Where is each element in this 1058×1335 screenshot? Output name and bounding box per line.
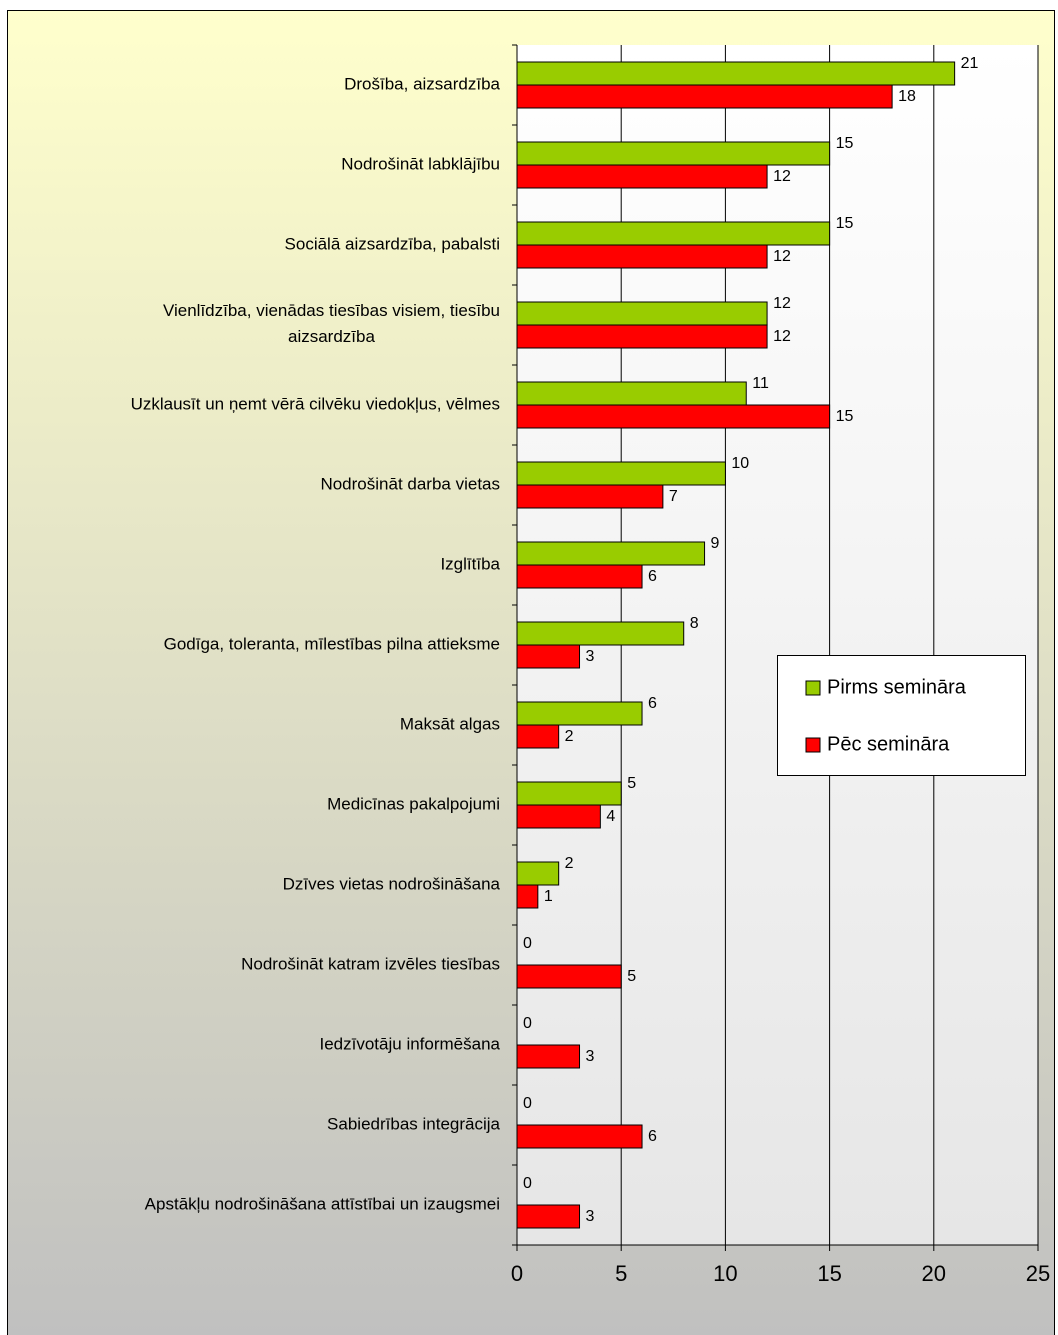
value-label: 3 <box>586 648 595 665</box>
category-label: Vienlīdzība, vienādas tiesības visiem, t… <box>163 301 500 346</box>
value-label: 4 <box>606 808 615 825</box>
legend-box <box>777 655 1026 776</box>
bar <box>516 541 706 566</box>
value-label: 0 <box>523 1015 532 1032</box>
value-label: 15 <box>836 135 854 152</box>
bar <box>516 301 768 326</box>
category-label: Medicīnas pakalpojumi <box>327 794 500 813</box>
bar <box>516 244 768 269</box>
bar <box>516 1204 581 1229</box>
bar <box>516 484 664 509</box>
value-label: 0 <box>523 1175 532 1192</box>
bar <box>516 964 622 989</box>
bar <box>516 804 601 829</box>
bar <box>516 324 768 349</box>
value-label: 6 <box>648 568 657 585</box>
bar <box>516 61 956 86</box>
bar <box>516 141 831 166</box>
value-label: 3 <box>586 1208 595 1225</box>
legend-swatch <box>805 737 821 753</box>
category-label: Maksāt algas <box>400 714 500 733</box>
value-label: 8 <box>690 615 699 632</box>
value-label: 1 <box>544 888 553 905</box>
value-label: 5 <box>627 775 636 792</box>
bar <box>516 461 726 486</box>
legend-label: Pirms semināra <box>827 676 967 698</box>
category-label: Sociālā aizsardzība, pabalsti <box>285 234 500 253</box>
category-label: Apstākļu nodrošināšana attīstībai un iza… <box>145 1194 500 1213</box>
value-label: 12 <box>773 328 791 345</box>
bar <box>516 1124 643 1149</box>
value-label: 2 <box>565 855 574 872</box>
category-label: Dzīves vietas nodrošināšana <box>283 874 501 893</box>
bar <box>516 724 560 749</box>
category-label: Izglītība <box>440 554 500 573</box>
bar <box>516 781 622 806</box>
legend-label: Pēc semināra <box>827 733 950 755</box>
value-label: 15 <box>836 408 854 425</box>
category-label: Drošība, aizsardzība <box>344 74 500 93</box>
value-label: 0 <box>523 935 532 952</box>
x-tick-label: 15 <box>817 1261 841 1286</box>
category-label: Nodrošināt darba vietas <box>320 474 500 493</box>
value-label: 11 <box>752 375 769 392</box>
value-label: 9 <box>711 535 720 552</box>
category-label: Sabiedrības integrācija <box>327 1114 500 1133</box>
category-label: Nodrošināt labklājību <box>341 154 500 173</box>
x-tick-label: 25 <box>1026 1261 1050 1286</box>
bar <box>516 701 643 726</box>
x-tick-label: 5 <box>615 1261 627 1286</box>
bar <box>516 381 747 406</box>
bar <box>516 84 893 109</box>
value-label: 21 <box>961 55 979 72</box>
value-label: 6 <box>648 695 657 712</box>
x-tick-label: 20 <box>922 1261 946 1286</box>
bar <box>516 164 768 189</box>
value-label: 10 <box>731 455 749 472</box>
bar <box>516 221 831 246</box>
value-label: 7 <box>669 488 678 505</box>
value-label: 12 <box>773 295 791 312</box>
bar <box>516 404 831 429</box>
bar <box>516 644 581 669</box>
bar <box>516 621 685 646</box>
legend-swatch <box>805 680 821 696</box>
value-label: 12 <box>773 248 791 265</box>
value-label: 12 <box>773 168 791 185</box>
category-label: Godīga, toleranta, mīlestības pilna atti… <box>164 634 500 653</box>
x-tick-label: 0 <box>511 1261 523 1286</box>
bar <box>516 564 643 589</box>
x-tick-label: 10 <box>713 1261 737 1286</box>
value-label: 3 <box>586 1048 595 1065</box>
category-label: Uzklausīt un ņemt vērā cilvēku viedokļus… <box>131 394 500 413</box>
value-label: 18 <box>898 88 916 105</box>
category-label: Nodrošināt katram izvēles tiesības <box>241 954 500 973</box>
bar <box>516 1044 581 1069</box>
value-label: 0 <box>523 1095 532 1112</box>
category-label: Iedzīvotāju informēšana <box>320 1034 501 1053</box>
bar <box>516 861 560 886</box>
value-label: 2 <box>565 728 574 745</box>
value-label: 15 <box>836 215 854 232</box>
value-label: 5 <box>627 968 636 985</box>
value-label: 6 <box>648 1128 657 1145</box>
bar <box>516 884 539 909</box>
